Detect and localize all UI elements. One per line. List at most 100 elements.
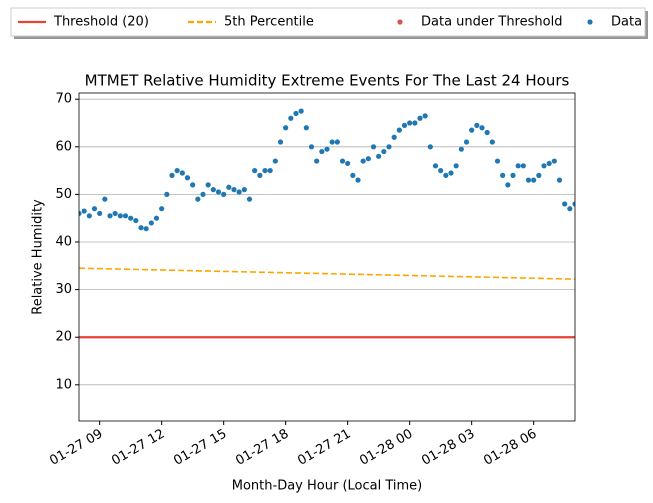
data-point [226, 184, 232, 190]
data-point [479, 125, 485, 131]
plot-frame [78, 92, 576, 422]
data-point [401, 122, 408, 128]
data-point [298, 108, 304, 114]
data-point [252, 167, 258, 174]
data-point [345, 160, 351, 167]
data-point [489, 139, 495, 145]
data-point [417, 115, 423, 121]
x-tick-label: 01-28 06 [481, 427, 539, 469]
data-point [277, 139, 284, 145]
data-point [339, 158, 346, 164]
data-point [334, 139, 340, 145]
data-point [438, 167, 444, 174]
data-point [184, 175, 191, 181]
data-point [531, 177, 537, 183]
data-point [288, 115, 294, 121]
data-point [210, 187, 216, 193]
data-point [355, 177, 361, 183]
data-point [221, 191, 227, 197]
data-point [520, 163, 526, 169]
data-point [469, 127, 475, 133]
legend-marker [587, 19, 593, 25]
data-point [536, 172, 542, 178]
data-point [572, 201, 575, 207]
data-point [179, 170, 185, 176]
data-point [122, 213, 129, 219]
y-axis-label: Relative Humidity [31, 199, 46, 315]
data-point [500, 172, 506, 178]
data-point [215, 189, 222, 195]
data-point [319, 148, 325, 155]
data-point [153, 215, 160, 221]
data-point [381, 148, 387, 155]
data-point [143, 226, 149, 232]
x-tick-label: 01-27 09 [47, 427, 105, 469]
percentile-line [79, 267, 575, 280]
x-tick-label: 01-27 12 [109, 427, 167, 469]
data-point [79, 210, 82, 217]
legend-label: 5th Percentile [224, 15, 314, 30]
data-point [86, 213, 92, 219]
data-point [205, 182, 211, 188]
data-point [91, 206, 98, 212]
data-point [107, 213, 113, 219]
x-axis-label: Month-Day Hour (Local Time) [232, 479, 422, 494]
data-point [474, 122, 480, 128]
y-tick-label: 40 [55, 235, 72, 250]
data-point [432, 163, 439, 169]
data-point [324, 146, 330, 152]
data-point [443, 172, 449, 178]
data-point [138, 225, 144, 231]
data-point [200, 191, 206, 197]
x-tick-label: 01-27 21 [295, 427, 353, 469]
data-point [293, 110, 299, 117]
data-point [314, 158, 320, 164]
data-point [236, 189, 242, 195]
data-point [231, 187, 237, 193]
data-point [97, 210, 103, 217]
data-point [386, 144, 392, 150]
data-point [458, 146, 464, 152]
y-tick-label: 30 [55, 282, 72, 297]
data-point [102, 196, 108, 202]
data-point [308, 144, 315, 150]
data-point [453, 163, 459, 169]
data-point [546, 160, 552, 167]
plot-area [79, 108, 575, 339]
data-point [272, 158, 278, 164]
y-tick-label: 20 [55, 330, 72, 345]
y-tick-label: 70 [55, 92, 72, 107]
data-point [246, 196, 253, 202]
data-point [370, 144, 377, 150]
data-point [303, 125, 309, 131]
data-point [257, 172, 263, 178]
data-point [112, 210, 118, 217]
data-point [81, 208, 87, 214]
data-point [484, 129, 490, 136]
data-point [148, 220, 154, 226]
data-point [329, 139, 335, 145]
data-point [510, 172, 516, 178]
data-point [133, 217, 139, 224]
data-point [376, 153, 382, 159]
data-point [448, 170, 454, 176]
legend-label: Threshold (20) [53, 15, 149, 30]
legend-label: Data under Threshold [421, 15, 562, 30]
data-point [541, 163, 547, 169]
data-point [283, 125, 289, 131]
data-point [360, 158, 366, 164]
data-point [164, 191, 170, 197]
data-point [551, 158, 557, 164]
data-point [412, 120, 418, 126]
data-point [463, 139, 470, 145]
data-point [515, 163, 521, 169]
data-point [494, 158, 501, 164]
x-tick-label: 01-28 00 [357, 427, 415, 469]
data-point [562, 201, 568, 207]
data-point [267, 167, 273, 174]
data-point [556, 177, 563, 183]
y-tick-label: 50 [55, 187, 72, 202]
x-tick-label: 01-27 15 [171, 427, 229, 469]
data-point [350, 172, 356, 178]
